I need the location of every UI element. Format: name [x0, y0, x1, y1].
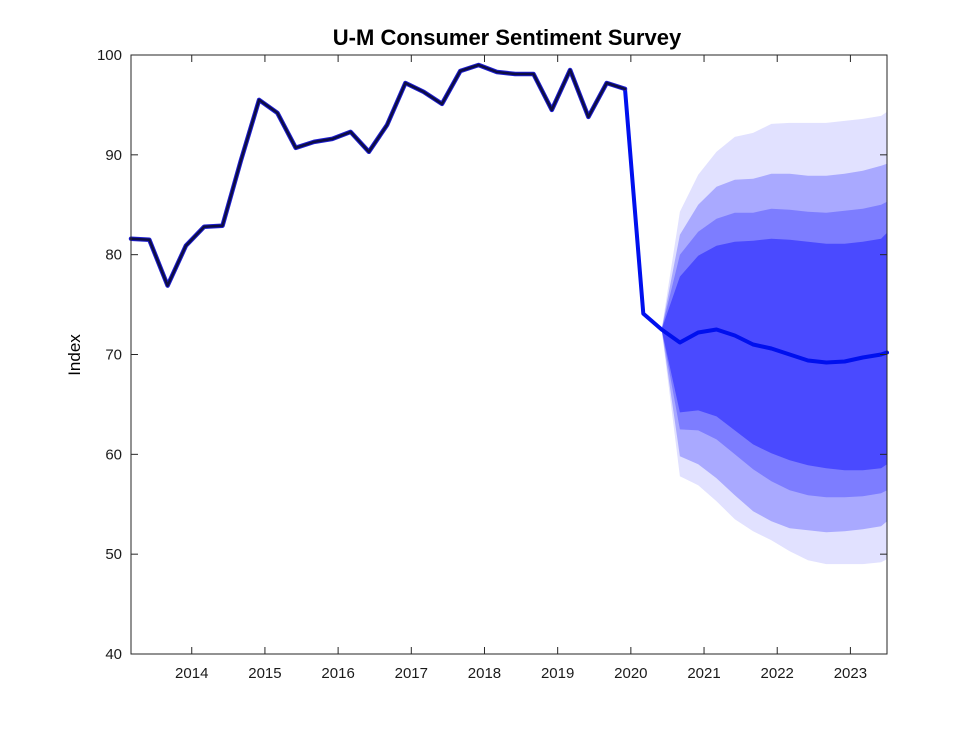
x-axis-ticks: 2014 2015 2016 2017 2018 2019 2020 2021 2022 2023 — [175, 55, 867, 682]
forecast-fan-bands — [661, 111, 887, 565]
x-tick-label: 2021 — [687, 665, 720, 682]
x-tick-label: 2018 — [468, 665, 501, 682]
y-tick-label: 40 — [105, 646, 122, 663]
y-tick-label: 100 — [97, 47, 122, 64]
history-line-outline — [128, 62, 628, 288]
y-tick-label: 80 — [105, 247, 122, 264]
y-tick-label: 60 — [105, 446, 122, 463]
forecast-line — [623, 86, 889, 365]
y-tick-label: 90 — [105, 147, 122, 164]
x-tick-label: 2017 — [395, 665, 428, 682]
y-axis-label: Index — [65, 334, 84, 376]
x-tick-label: 2022 — [761, 665, 794, 682]
y-tick-label: 70 — [105, 347, 122, 364]
series-lines — [128, 62, 889, 365]
x-tick-label: 2023 — [834, 665, 867, 682]
x-tick-label: 2019 — [541, 665, 574, 682]
history-line — [129, 63, 627, 287]
chart-title: U-M Consumer Sentiment Survey — [333, 25, 682, 50]
x-tick-label: 2015 — [248, 665, 281, 682]
y-tick-label: 50 — [105, 546, 122, 563]
y-axis-ticks: 40 50 60 70 80 90 100 — [97, 47, 887, 663]
x-tick-label: 2016 — [321, 665, 354, 682]
x-tick-label: 2020 — [614, 665, 647, 682]
x-tick-label: 2014 — [175, 665, 208, 682]
